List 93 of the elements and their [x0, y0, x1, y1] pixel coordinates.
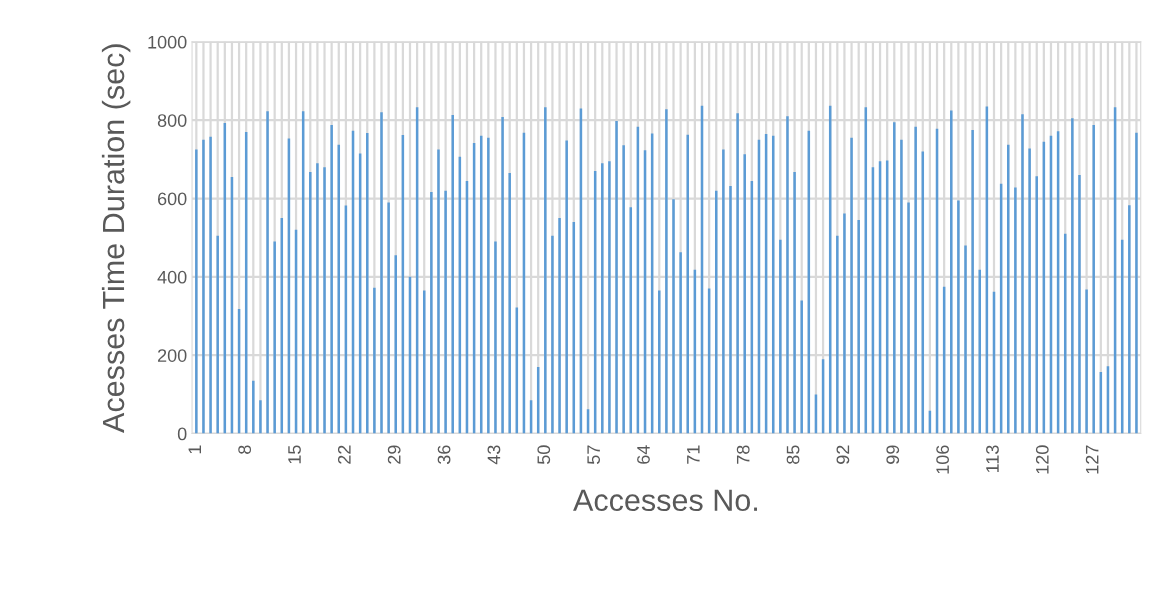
bar — [608, 161, 611, 434]
x-tick-label: 106 — [936, 445, 949, 474]
bar — [266, 111, 269, 434]
x-tick-label: 8 — [238, 445, 252, 454]
bar — [195, 149, 198, 434]
bar — [366, 133, 369, 434]
x-tick-label: 64 — [637, 445, 650, 464]
bar — [601, 163, 604, 434]
bar — [508, 173, 511, 434]
x-tick-label: 120 — [1035, 445, 1049, 474]
bar — [430, 191, 433, 434]
bar — [779, 239, 782, 434]
x-tick-label: 113 — [986, 445, 999, 473]
x-tick-label: 127 — [1085, 445, 1099, 474]
bar — [373, 287, 376, 434]
x-tick-label: 71 — [687, 445, 700, 464]
bar — [309, 171, 312, 434]
bar — [380, 112, 383, 434]
bar — [558, 218, 561, 434]
x-tick-label: 29 — [387, 445, 401, 464]
x-tick-label: 85 — [786, 445, 800, 464]
x-tick-label: 92 — [836, 445, 850, 464]
bar — [672, 199, 675, 434]
x-tick-label: 36 — [437, 445, 451, 465]
bar — [273, 241, 276, 434]
bar — [1128, 205, 1131, 434]
bar — [743, 154, 746, 434]
bar — [1021, 114, 1024, 434]
bar — [857, 220, 860, 434]
bar — [843, 213, 846, 434]
x-tick-label: 78 — [736, 445, 750, 464]
bar — [330, 124, 333, 434]
bar — [900, 139, 903, 434]
bar — [907, 202, 910, 434]
bar — [914, 126, 917, 434]
bar — [793, 171, 796, 434]
bar — [323, 167, 326, 434]
bar — [622, 145, 625, 434]
x-tick-label: 43 — [487, 445, 501, 465]
bar — [736, 113, 739, 434]
x-tick-label: 50 — [537, 445, 551, 465]
x-tick-label: 57 — [587, 445, 601, 465]
bar — [444, 190, 447, 434]
bar — [729, 186, 732, 434]
bar — [551, 235, 554, 434]
bar — [209, 136, 212, 434]
bar — [202, 139, 205, 434]
bar — [316, 163, 319, 434]
bar — [1092, 124, 1095, 434]
x-tick-label: 15 — [288, 445, 301, 464]
bar — [679, 252, 682, 434]
y-tick-label: 400 — [157, 270, 187, 284]
bar — [451, 115, 454, 434]
x-axis-title: Accesses No. — [573, 489, 757, 512]
y-tick-label: 200 — [157, 349, 187, 362]
bar — [1028, 148, 1031, 434]
bar — [494, 241, 497, 434]
bar — [1035, 176, 1038, 434]
bar — [387, 202, 390, 434]
y-axis-title: Acesses Time Duration (sec) — [101, 44, 131, 433]
bar — [259, 400, 262, 434]
bar — [836, 235, 839, 434]
bar — [786, 116, 789, 434]
bar — [216, 235, 219, 434]
bar — [722, 149, 725, 434]
y-tick-label: 1000 — [148, 35, 187, 49]
bar — [501, 117, 504, 434]
bar — [615, 120, 618, 434]
bar — [964, 245, 967, 434]
x-tick-label: 1 — [188, 445, 201, 454]
bar — [950, 110, 953, 434]
bar — [893, 122, 896, 434]
bar — [1135, 132, 1138, 434]
bar — [1014, 187, 1017, 434]
bar — [1071, 118, 1074, 434]
bar — [850, 137, 853, 434]
bar — [544, 107, 547, 434]
bar — [1085, 289, 1088, 434]
bar — [1078, 175, 1081, 434]
bar — [800, 300, 803, 434]
y-tick-label: 0 — [177, 427, 187, 441]
bar — [665, 109, 668, 434]
bar — [658, 290, 661, 434]
bar — [487, 137, 490, 434]
bar — [437, 149, 440, 434]
x-tick-label: 99 — [886, 445, 900, 464]
y-tick-label: 800 — [157, 114, 187, 127]
x-tick-label: 22 — [337, 445, 351, 464]
bar — [957, 200, 960, 434]
bar — [971, 129, 974, 434]
bar — [565, 140, 568, 434]
bar — [252, 380, 255, 434]
y-tick-label: 600 — [157, 192, 187, 206]
